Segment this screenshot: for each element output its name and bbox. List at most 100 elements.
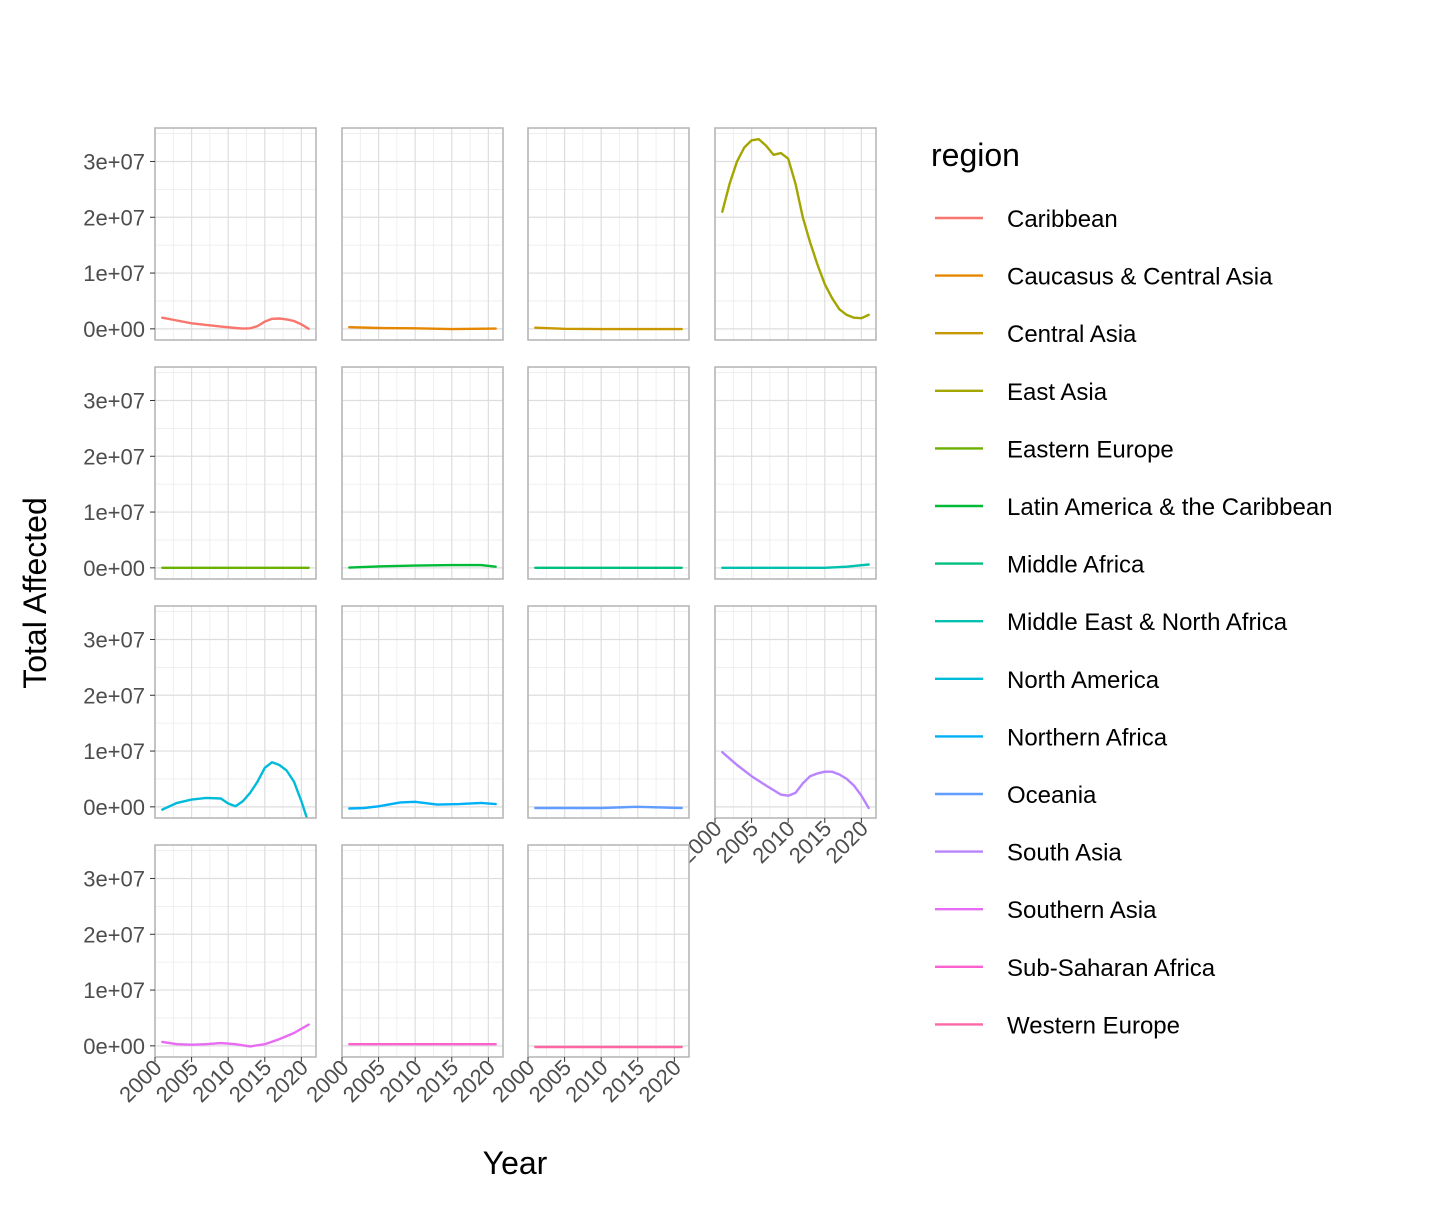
y-tick-label: 0e+00: [83, 795, 145, 820]
series-line: [534, 326, 683, 331]
y-axis-title: Total Affected: [17, 497, 53, 689]
panel-background: [342, 606, 503, 818]
legend-item: Central Asia: [935, 321, 1137, 348]
panel-background: [528, 367, 689, 579]
series-line: [721, 751, 870, 810]
x-tick-label: 2020: [634, 1055, 686, 1107]
panel-background: [155, 606, 316, 818]
y-tick-label: 0e+00: [83, 1034, 145, 1059]
legend-item: Southern Asia: [935, 897, 1157, 924]
legend-label: East Asia: [1007, 379, 1108, 406]
facet-panel: [714, 127, 877, 341]
panel-border: [527, 844, 690, 1058]
panel-background: [342, 128, 503, 340]
panel-background: [155, 845, 316, 1057]
y-tick-label: 1e+07: [83, 261, 145, 286]
y-tick-label: 2e+07: [83, 683, 145, 708]
legend-item: Sub-Saharan Africa: [935, 955, 1216, 982]
facet-panel: 0e+00 1e+07 2e+07 3e+07: [83, 366, 317, 581]
facet-panel: [527, 127, 690, 341]
x-axis-title: Year: [483, 1145, 548, 1181]
panel-background: [528, 128, 689, 340]
legend-item: Latin America & the Caribbean: [935, 494, 1333, 521]
legend-label: South Asia: [1007, 840, 1122, 867]
panel-border: [154, 366, 317, 580]
y-tick-label: 2e+07: [83, 444, 145, 469]
panel-border: [714, 127, 877, 341]
legend-label: Middle Africa: [1007, 552, 1145, 579]
series-line: [161, 316, 310, 330]
legend-item: Western Europe: [935, 1012, 1180, 1039]
x-tick-label: 2020: [821, 816, 873, 868]
facet-panel: [714, 366, 877, 580]
legend-item: Caribbean: [935, 206, 1118, 233]
legend-label: Latin America & the Caribbean: [1007, 494, 1333, 521]
series-line: [348, 800, 497, 810]
y-tick-label: 2e+07: [83, 922, 145, 947]
legend-item: Eastern Europe: [935, 436, 1174, 463]
panel-border: [341, 605, 504, 819]
facet-panel: [341, 605, 504, 819]
series-line: [721, 563, 870, 569]
legend-item: South Asia: [935, 840, 1122, 867]
legend-label: Caribbean: [1007, 206, 1118, 233]
legend-item: Oceania: [935, 782, 1097, 809]
y-tick-label: 1e+07: [83, 978, 145, 1003]
facet-panel: [341, 127, 504, 341]
series-line: [534, 805, 683, 810]
panel-border: [341, 844, 504, 1058]
legend-item: East Asia: [935, 379, 1108, 406]
panel-background: [528, 845, 689, 1057]
panel-background: [155, 367, 316, 579]
series-line: [161, 761, 309, 818]
y-tick-label: 3e+07: [83, 149, 145, 174]
panel-border: [341, 127, 504, 341]
facet-panel: 0e+00 1e+07 2e+07 3e+07: [83, 127, 317, 342]
panel-border: [154, 127, 317, 341]
facet-panel: 0e+00 1e+07 2e+07 3e+07: [83, 605, 317, 820]
panel-background: [715, 128, 876, 340]
facet-panel: [527, 366, 690, 580]
series-line: [348, 326, 497, 331]
y-tick-label: 2e+07: [83, 205, 145, 230]
panel-border: [154, 605, 317, 819]
legend-item: Middle East & North Africa: [935, 609, 1288, 636]
panel-background: [342, 845, 503, 1057]
panel-border: [341, 366, 504, 580]
x-tick-label: 2020: [261, 1055, 313, 1107]
panel-border: [154, 844, 317, 1058]
legend-label: Sub-Saharan Africa: [1007, 955, 1216, 982]
facet-panel: [341, 366, 504, 580]
facet-panel: [527, 605, 690, 819]
legend-item: North America: [935, 667, 1160, 694]
legend-label: Eastern Europe: [1007, 436, 1174, 463]
x-tick-label: 2020: [448, 1055, 500, 1107]
legend-title: region: [931, 137, 1020, 173]
legend-item: Middle Africa: [935, 552, 1145, 579]
panel-background: [715, 606, 876, 818]
y-tick-label: 3e+07: [83, 627, 145, 652]
legend-label: Caucasus & Central Asia: [1007, 264, 1273, 291]
legend-label: Middle East & North Africa: [1007, 609, 1288, 636]
y-tick-label: 1e+07: [83, 500, 145, 525]
y-tick-label: 0e+00: [83, 317, 145, 342]
y-tick-label: 0e+00: [83, 556, 145, 581]
panel-background: [155, 128, 316, 340]
legend-label: Northern Africa: [1007, 724, 1168, 751]
panel-border: [527, 366, 690, 580]
legend-label: Southern Asia: [1007, 897, 1157, 924]
series-line: [161, 1023, 310, 1048]
panel-background: [342, 367, 503, 579]
panel-border: [527, 605, 690, 819]
panel-border: [714, 605, 877, 819]
legend-label: North America: [1007, 667, 1160, 694]
legend: region Caribbean Caucasus & Central Asia C…: [931, 137, 1333, 1039]
legend-label: Western Europe: [1007, 1012, 1180, 1039]
series-line: [721, 137, 870, 320]
y-tick-label: 3e+07: [83, 866, 145, 891]
